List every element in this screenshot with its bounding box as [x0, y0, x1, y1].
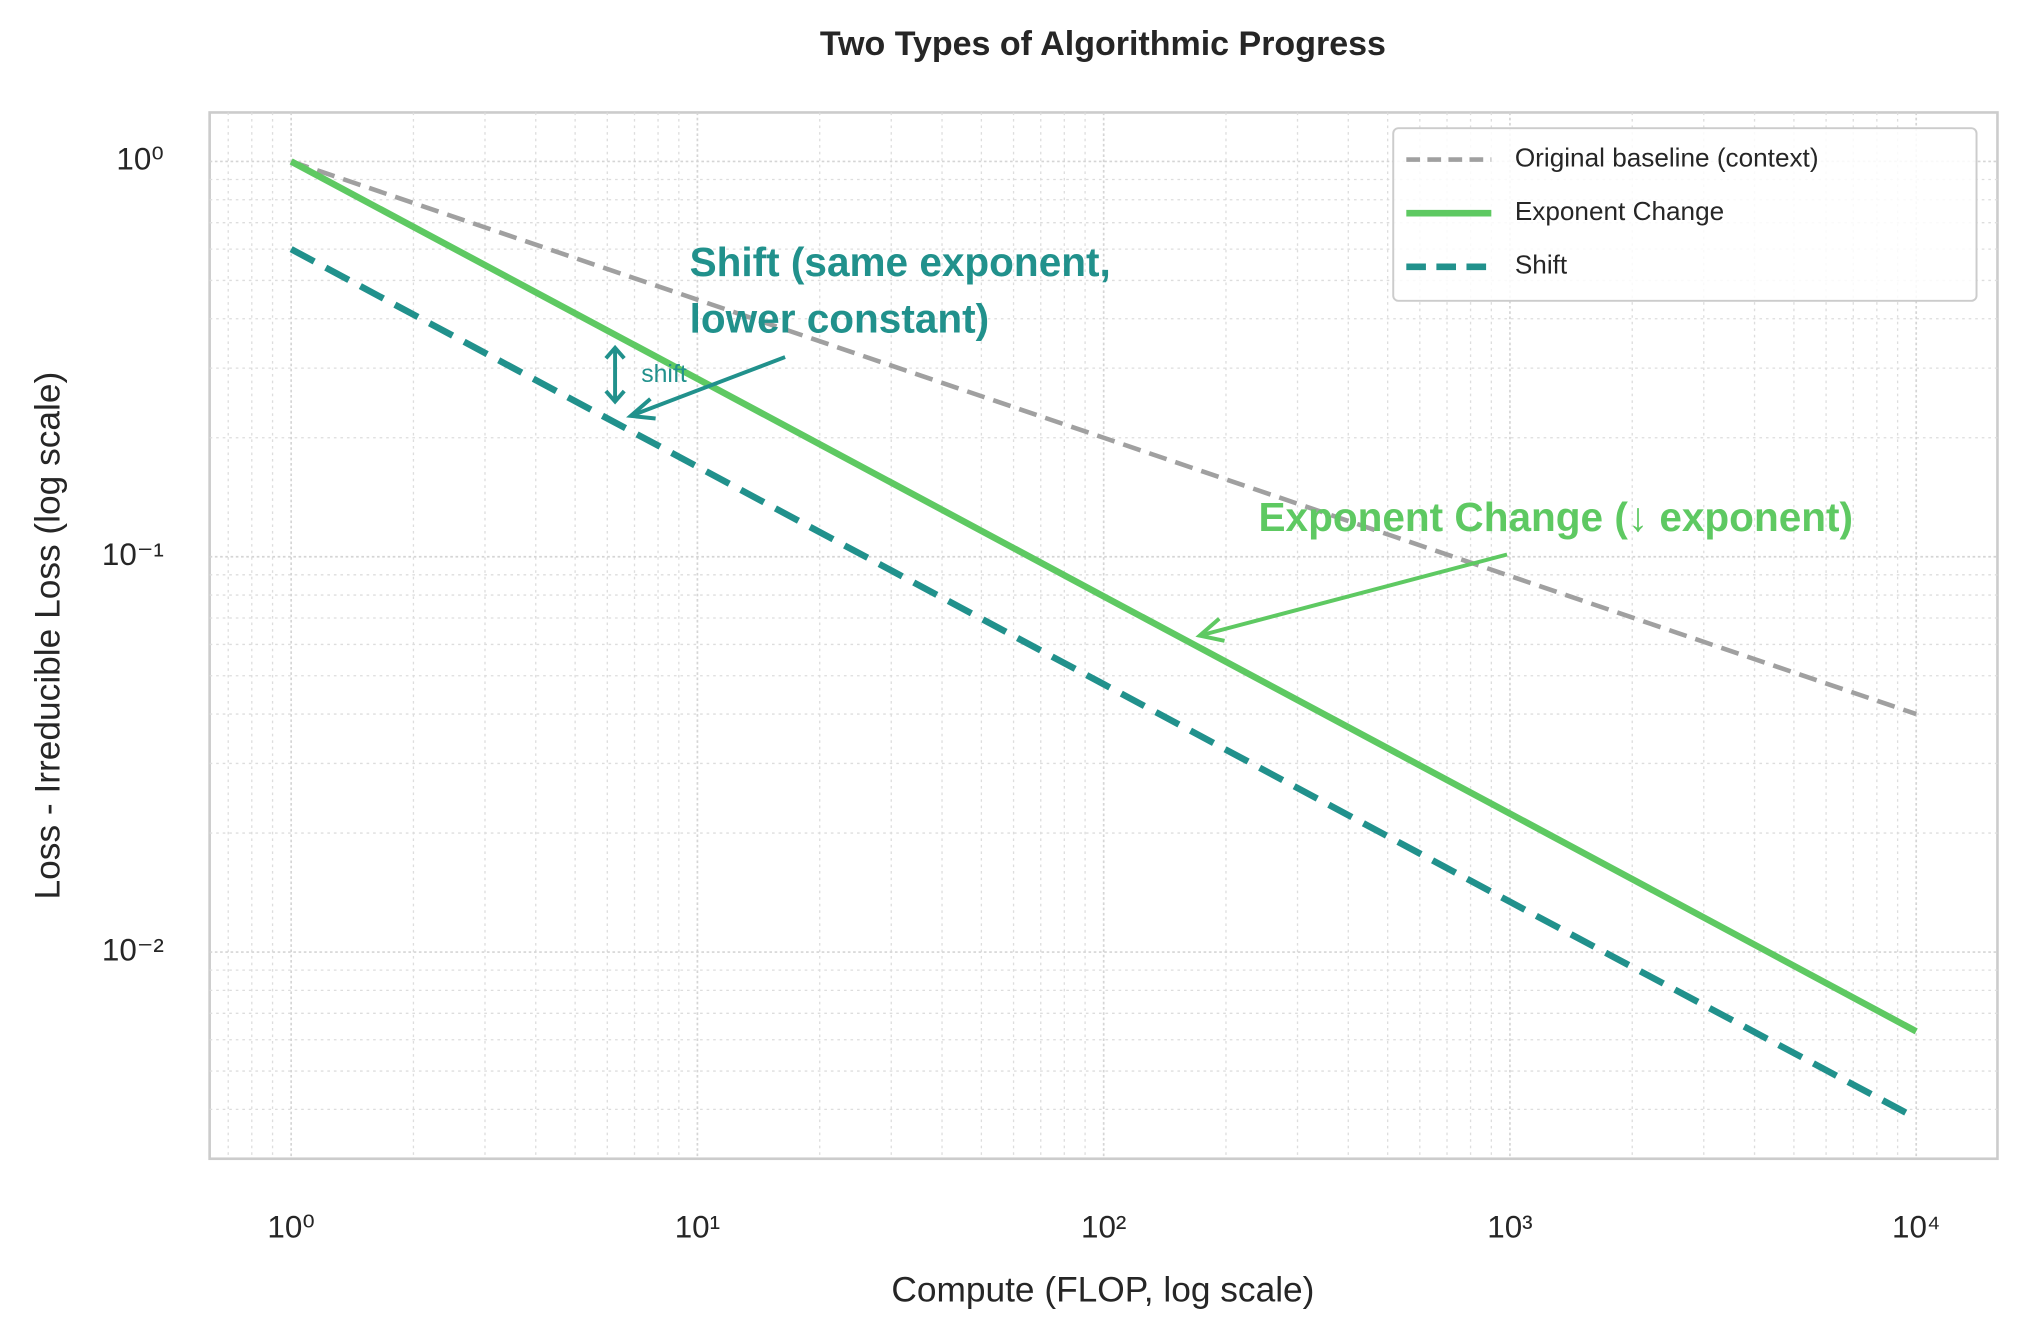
- arrow: [1199, 552, 1508, 638]
- y-tick-label: 10⁻²: [102, 932, 164, 967]
- legend-label: Original baseline (context): [1515, 142, 1819, 172]
- arrow-head: [604, 344, 626, 360]
- y-axis-label: Loss - Irreducible Loss (log scale): [28, 372, 67, 900]
- series-line: [289, 246, 1918, 1122]
- legend-label: Exponent Change: [1515, 196, 1724, 226]
- annotations: Shift (same exponent, lower constant) Expo…: [641, 239, 1853, 540]
- arrow-head: [604, 389, 626, 405]
- y-tick-label: 10⁰: [116, 142, 163, 177]
- series-line: [290, 159, 1917, 717]
- annotation: Shift (same exponent,: [690, 239, 1111, 285]
- x-axis-label: Compute (FLOP, log scale): [891, 1270, 1314, 1309]
- x-tick-label: 10⁰: [267, 1210, 314, 1245]
- legend-label: Shift: [1515, 250, 1568, 280]
- chart-title: Two Types of Algorithmic Progress: [820, 25, 1386, 63]
- annotation: lower constant): [690, 295, 990, 341]
- legend: Original baseline (context) Exponent Chan…: [1392, 127, 1978, 302]
- arrow-head: [1195, 617, 1225, 643]
- y-tick-label: 10⁻¹: [102, 537, 164, 572]
- lines: [289, 158, 1918, 1122]
- legend-box: [1392, 127, 1978, 302]
- annotation: shift: [641, 361, 687, 388]
- series-line: [289, 158, 1918, 1035]
- x-tick-label: 10²: [1081, 1210, 1126, 1245]
- x-tick-label: 10³: [1487, 1210, 1532, 1245]
- arrow-head: [626, 397, 656, 421]
- x-tick-label: 10¹: [675, 1210, 720, 1245]
- x-tick-label: 10⁴: [1892, 1210, 1940, 1245]
- arrow: [630, 355, 786, 418]
- annotation: Exponent Change (↓ exponent): [1259, 494, 1853, 540]
- annotation-arrows: [604, 344, 1508, 643]
